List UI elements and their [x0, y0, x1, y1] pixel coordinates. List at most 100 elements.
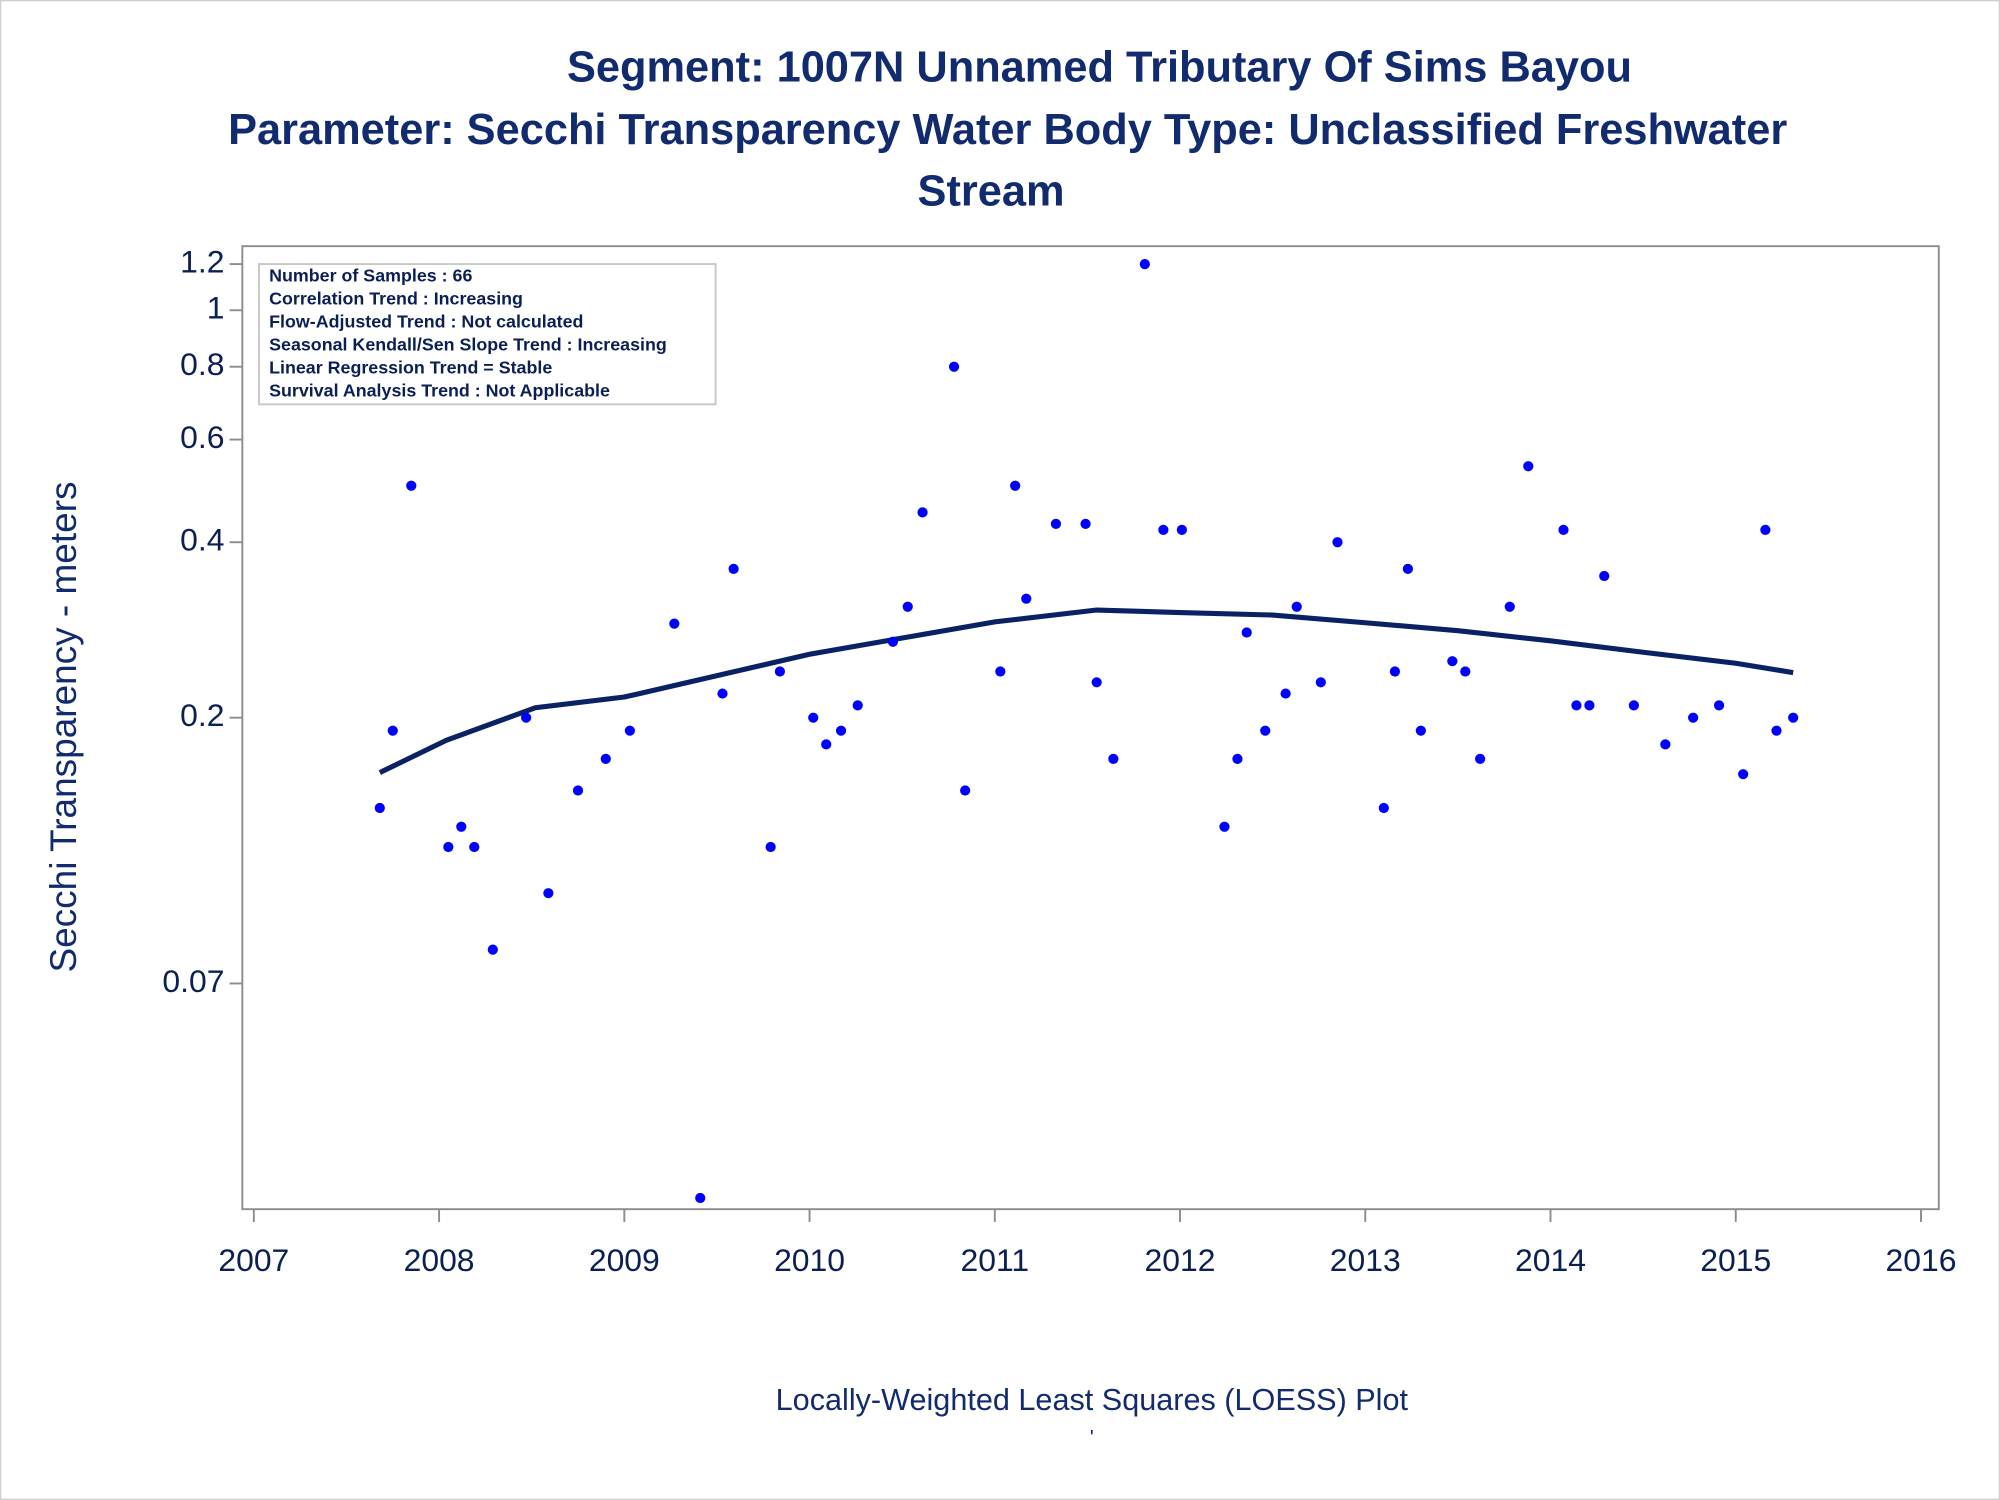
stats-line: Correlation Trend : Increasing	[269, 288, 523, 308]
data-point	[456, 821, 467, 832]
data-point	[1558, 524, 1569, 535]
chart-title: Segment: 1007N Unnamed Tributary Of Sims…	[567, 44, 1632, 92]
data-point	[1415, 725, 1426, 736]
data-point	[1688, 712, 1699, 723]
data-point	[1738, 769, 1749, 780]
data-point	[1713, 700, 1725, 711]
y-tick-label: 0.6	[180, 419, 224, 455]
data-point	[572, 785, 584, 796]
x-tick-label: 2007	[218, 1242, 289, 1278]
data-point	[1315, 677, 1326, 688]
data-point	[1091, 677, 1102, 688]
data-point	[835, 725, 847, 736]
data-point	[1219, 821, 1230, 832]
data-point	[774, 666, 786, 677]
data-point	[902, 601, 913, 612]
data-point	[1050, 518, 1062, 530]
y-tick-label: 1.2	[180, 244, 224, 280]
data-point	[1571, 700, 1582, 711]
data-point	[1599, 570, 1610, 582]
data-point	[1332, 537, 1343, 548]
y-tick-label: 0.4	[180, 522, 224, 558]
data-point	[1760, 524, 1771, 535]
data-point	[1402, 563, 1413, 574]
stats-line: Number of Samples : 66	[269, 266, 472, 286]
data-point	[406, 480, 417, 491]
x-tick-label: 2011	[961, 1242, 1030, 1278]
y-tick-label: 0.2	[180, 697, 224, 733]
y-tick-label: 0.8	[180, 346, 224, 382]
data-point	[717, 688, 728, 699]
data-point	[443, 841, 454, 853]
footnote-mark: '	[1090, 1427, 1094, 1449]
data-point	[1139, 258, 1150, 270]
loess-line	[378, 607, 1794, 775]
data-point	[1660, 739, 1671, 750]
stats-box	[257, 263, 717, 406]
x-tick-label: 2015	[1700, 1242, 1771, 1278]
data-point	[1260, 725, 1271, 736]
data-point	[669, 618, 680, 629]
data-point	[1021, 593, 1032, 604]
data-point	[374, 802, 385, 814]
data-point	[695, 1192, 706, 1204]
data-point	[1788, 712, 1799, 723]
x-tick-label: 2014	[1515, 1242, 1586, 1278]
y-tick-label: 1	[207, 290, 225, 326]
data-point	[995, 666, 1006, 677]
data-point	[521, 712, 532, 723]
data-point	[1523, 461, 1534, 472]
data-point	[1108, 753, 1119, 764]
data-point	[852, 700, 863, 711]
data-point	[1504, 601, 1515, 612]
footnote: Locally-Weighted Least Squares (LOESS) P…	[776, 1383, 1409, 1417]
stats-line: Seasonal Kendall/Sen Slope Trend : Incre…	[269, 334, 667, 354]
data-point	[917, 507, 928, 518]
data-point	[887, 636, 899, 647]
data-point	[487, 944, 498, 955]
data-point	[624, 725, 635, 736]
data-point	[1158, 524, 1169, 535]
data-point	[1010, 480, 1021, 491]
data-point	[948, 361, 960, 372]
x-tick-label: 2016	[1886, 1242, 1957, 1278]
data-point	[1232, 753, 1243, 764]
y-axis-label: Secchi Transparency - meters	[43, 482, 84, 973]
data-point	[1460, 666, 1471, 677]
data-point	[1280, 688, 1291, 699]
data-point	[728, 563, 739, 574]
data-point	[1475, 753, 1486, 764]
data-point	[808, 712, 819, 723]
chart-subtitle: Stream	[918, 167, 1065, 215]
plot-frame	[241, 245, 1940, 1211]
data-point	[765, 841, 776, 853]
data-point	[1771, 725, 1782, 736]
data-point	[1389, 666, 1401, 677]
data-point	[960, 785, 971, 796]
x-tick-label: 2008	[404, 1242, 475, 1278]
data-point	[387, 725, 398, 736]
stats-line: Survival Analysis Trend : Not Applicable	[269, 380, 610, 400]
data-point	[1241, 627, 1252, 638]
data-point	[469, 841, 480, 853]
stats-line: Flow-Adjusted Trend : Not calculated	[269, 311, 583, 331]
chart-subtitle: Parameter: Secchi Transparency Water Bod…	[228, 106, 1787, 154]
data-point	[1628, 700, 1639, 711]
y-tick-label: 0.07	[162, 963, 224, 999]
data-point	[1584, 700, 1595, 711]
x-tick-label: 2010	[774, 1242, 845, 1278]
x-tick-label: 2013	[1330, 1242, 1401, 1278]
data-point	[1447, 656, 1458, 667]
x-tick-label: 2009	[589, 1242, 660, 1278]
data-point	[1080, 518, 1091, 530]
stats-line: Linear Regression Trend = Stable	[269, 357, 552, 377]
data-point	[1378, 802, 1389, 814]
data-point	[1291, 601, 1302, 612]
data-point	[543, 888, 554, 899]
data-point	[600, 753, 611, 764]
data-point	[1176, 524, 1187, 535]
data-point	[821, 739, 832, 750]
